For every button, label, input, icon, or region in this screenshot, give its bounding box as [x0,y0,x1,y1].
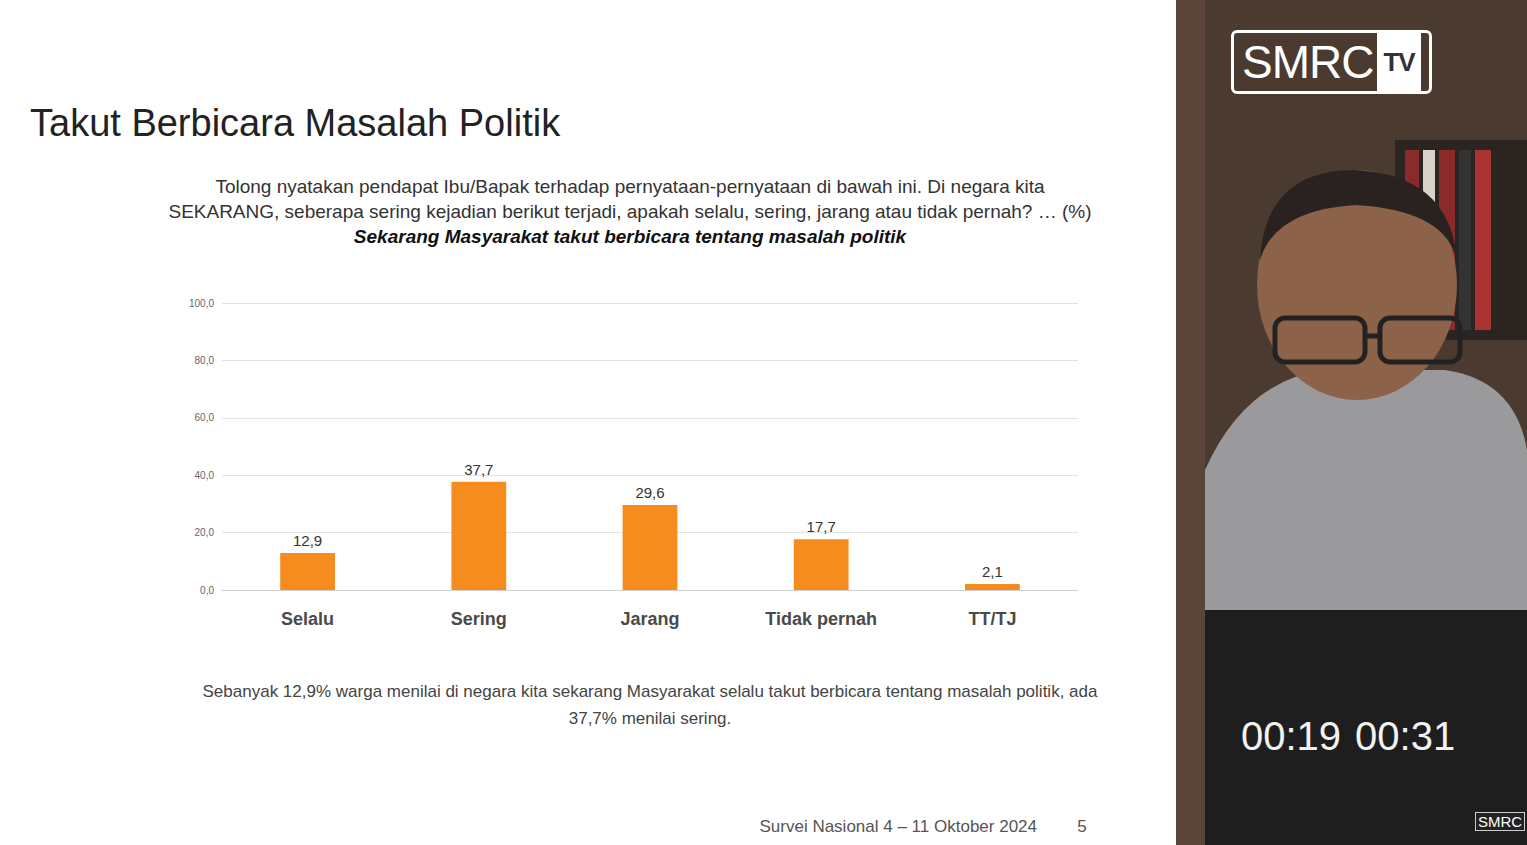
svg-text:29,6: 29,6 [635,484,664,501]
svg-text:20,0: 20,0 [195,527,215,538]
svg-text:0,0: 0,0 [200,585,214,596]
svg-text:80,0: 80,0 [195,355,215,366]
svg-text:Tidak pernah: Tidak pernah [765,609,877,629]
svg-text:17,7: 17,7 [807,518,836,535]
svg-text:40,0: 40,0 [195,470,215,481]
html-text:Sekarang Masyarakat takut berb: Sekarang Masyarakat takut berbicara tent… [353,226,907,247]
html-text:SMRC TV: SMRC TV [1242,36,1415,88]
html-text:Tolong nyatakan pendapat Ibu/B: Tolong nyatakan pendapat Ibu/Bapak terha… [168,176,1092,222]
svg-text:12,9: 12,9 [293,532,322,549]
html-text:5: 5 [1077,817,1087,836]
html-text:SMRC: SMRC [1478,813,1523,830]
svg-text:Sering: Sering [451,609,507,629]
svg-text:60,0: 60,0 [195,412,215,423]
svg-text:37,7: 37,7 [464,461,493,478]
svg-text:TT/TJ: TT/TJ [968,609,1016,629]
html-text:00:19 00:31: 00:19 00:31 [1241,714,1456,758]
svg-text:Jarang: Jarang [620,609,679,629]
svg-text:2,1: 2,1 [982,563,1003,580]
html-text:Takut Berbicara Masalah Politi: Takut Berbicara Masalah Politik [30,102,561,144]
svg-text:100,0: 100,0 [189,298,214,309]
html-text:Survei Nasional 4 – 11 Oktober: Survei Nasional 4 – 11 Oktober 2024 [759,817,1037,836]
html-text:Sebanyak 12,9% warga menilai d: Sebanyak 12,9% warga menilai di negara k… [202,682,1098,728]
svg-text:Selalu: Selalu [281,609,334,629]
